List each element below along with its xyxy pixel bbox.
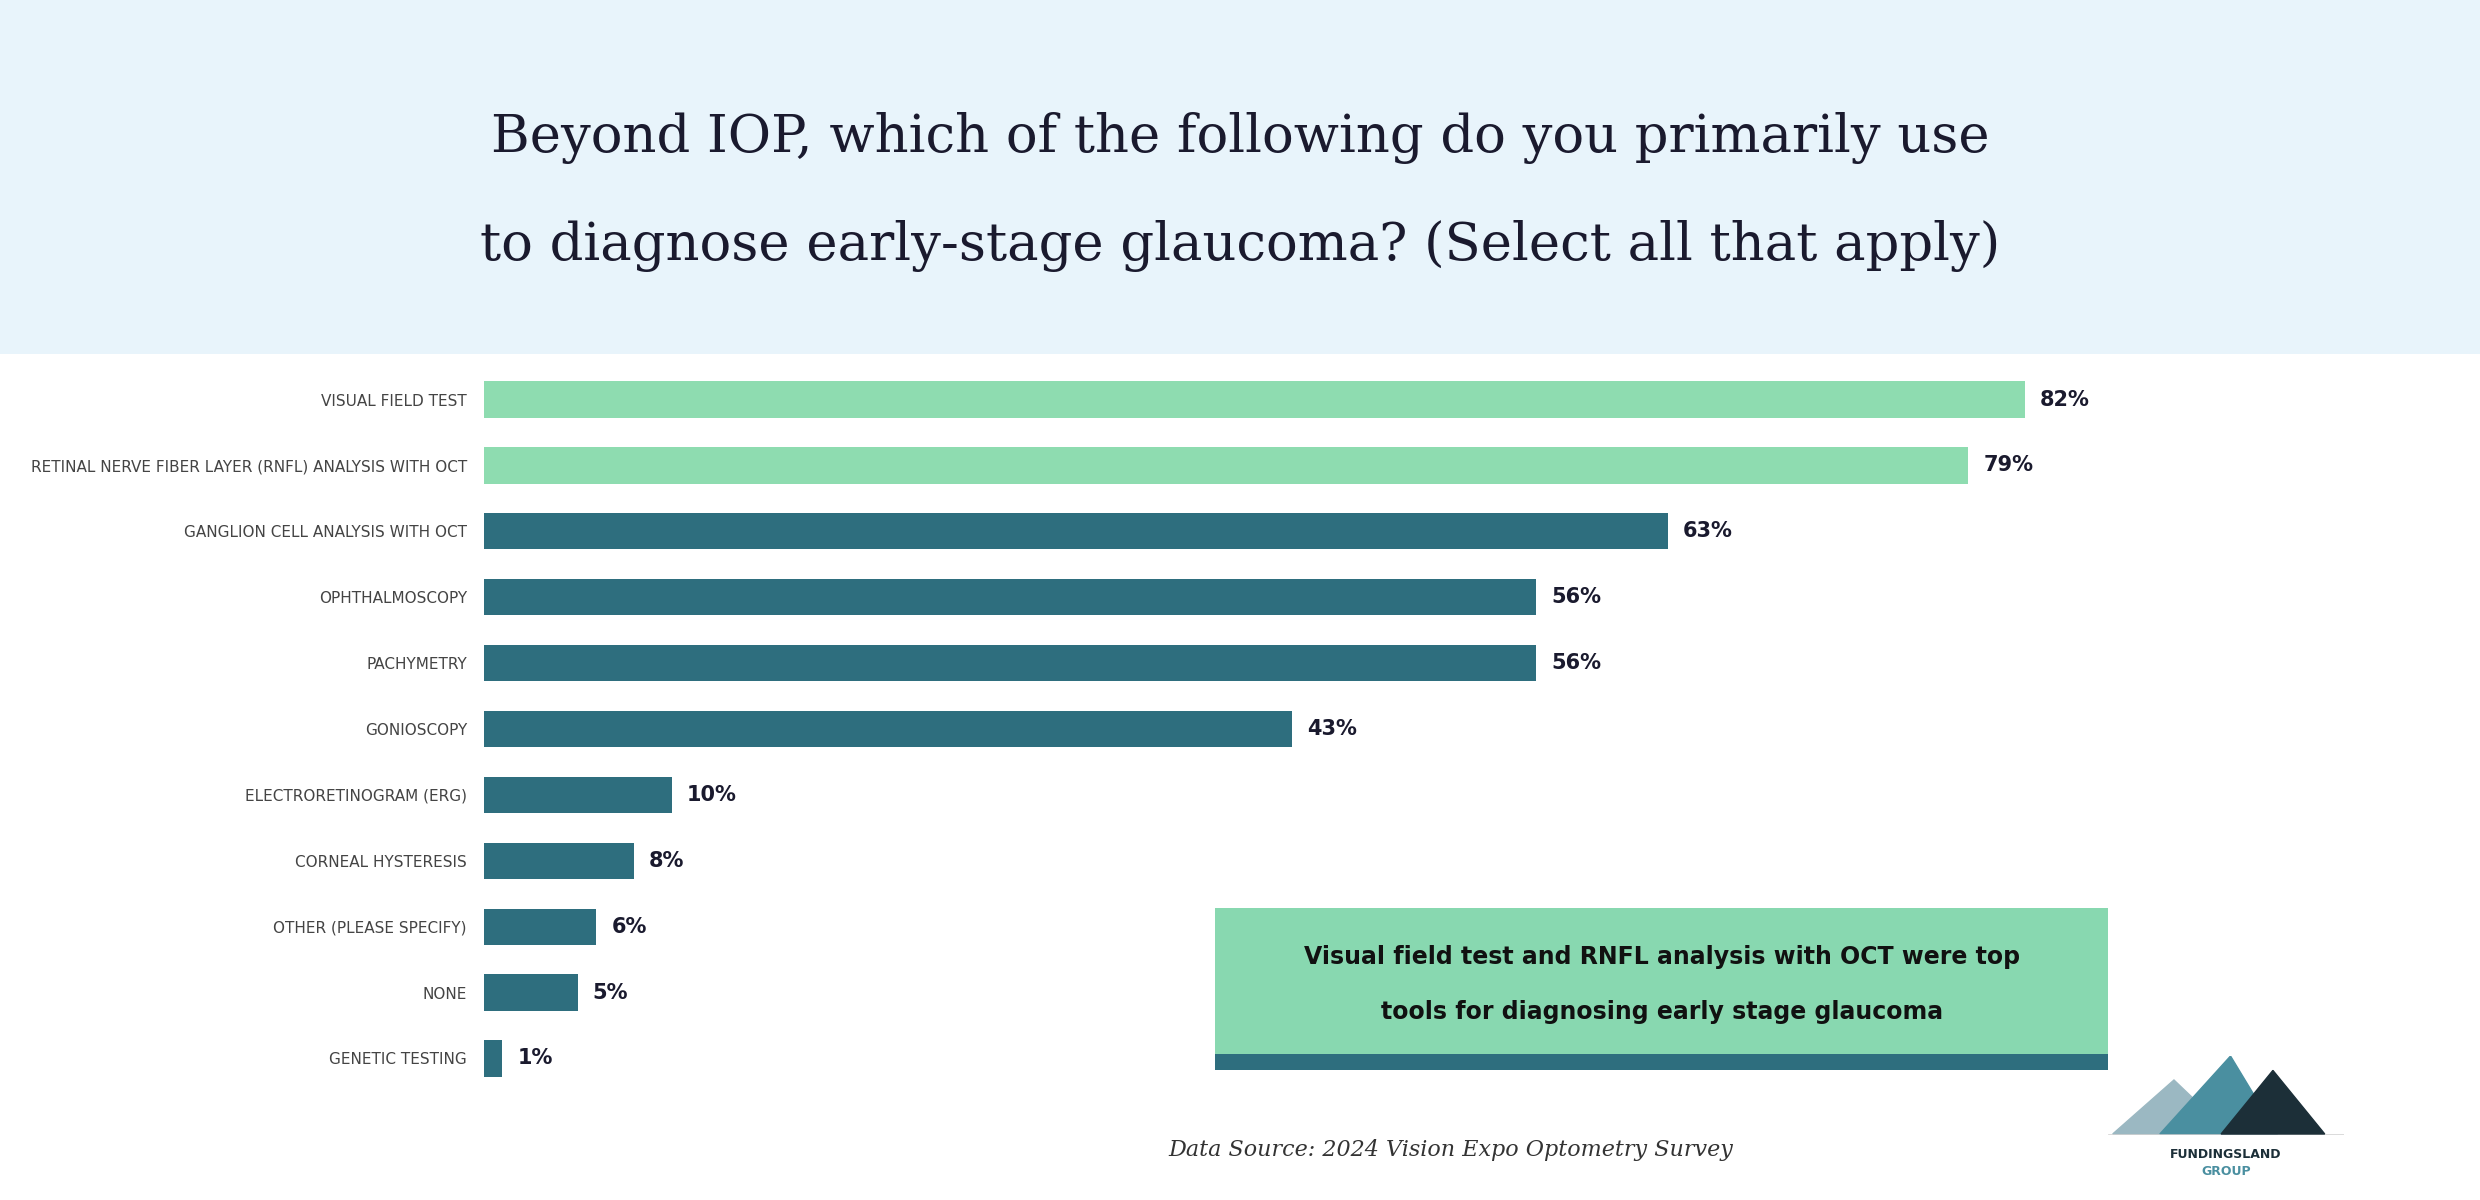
Polygon shape: [2160, 1056, 2277, 1134]
Text: tools for diagnosing early stage glaucoma: tools for diagnosing early stage glaucom…: [1381, 1000, 1942, 1024]
Text: FUNDINGSLAND: FUNDINGSLAND: [2170, 1148, 2282, 1160]
Text: 1%: 1%: [518, 1049, 553, 1068]
Bar: [484, 908, 595, 944]
Bar: [484, 974, 578, 1010]
Bar: [484, 644, 1535, 682]
Text: GROUP: GROUP: [2200, 1165, 2252, 1177]
Bar: [484, 514, 1667, 550]
Text: 82%: 82%: [2041, 390, 2091, 409]
Bar: [484, 580, 1535, 616]
Polygon shape: [2113, 1080, 2230, 1134]
Text: to diagnose early-stage glaucoma? (Select all that apply): to diagnose early-stage glaucoma? (Selec…: [479, 220, 2001, 272]
Text: 56%: 56%: [1550, 587, 1602, 607]
Text: 10%: 10%: [687, 785, 737, 805]
Text: 43%: 43%: [1307, 719, 1357, 739]
Text: Beyond IOP, which of the following do you primarily use: Beyond IOP, which of the following do yo…: [491, 112, 1989, 164]
Bar: [484, 776, 672, 814]
Bar: [484, 842, 635, 878]
Bar: [484, 382, 2024, 418]
Bar: [484, 710, 1292, 748]
Text: 8%: 8%: [650, 851, 684, 871]
Text: 6%: 6%: [613, 917, 647, 937]
Bar: [484, 448, 1969, 484]
Polygon shape: [2222, 1070, 2324, 1134]
Bar: [1215, 1055, 2108, 1070]
Text: 63%: 63%: [1684, 521, 1734, 541]
Bar: [484, 360, 2269, 1098]
Text: 56%: 56%: [1550, 653, 1602, 673]
Text: Data Source: 2024 Vision Expo Optometry Survey: Data Source: 2024 Vision Expo Optometry …: [1168, 1139, 1734, 1160]
Text: 5%: 5%: [593, 983, 627, 1002]
Bar: [484, 1040, 503, 1076]
Text: Visual field test and RNFL analysis with OCT were top: Visual field test and RNFL analysis with…: [1304, 946, 2019, 970]
Text: 79%: 79%: [1984, 456, 2034, 475]
